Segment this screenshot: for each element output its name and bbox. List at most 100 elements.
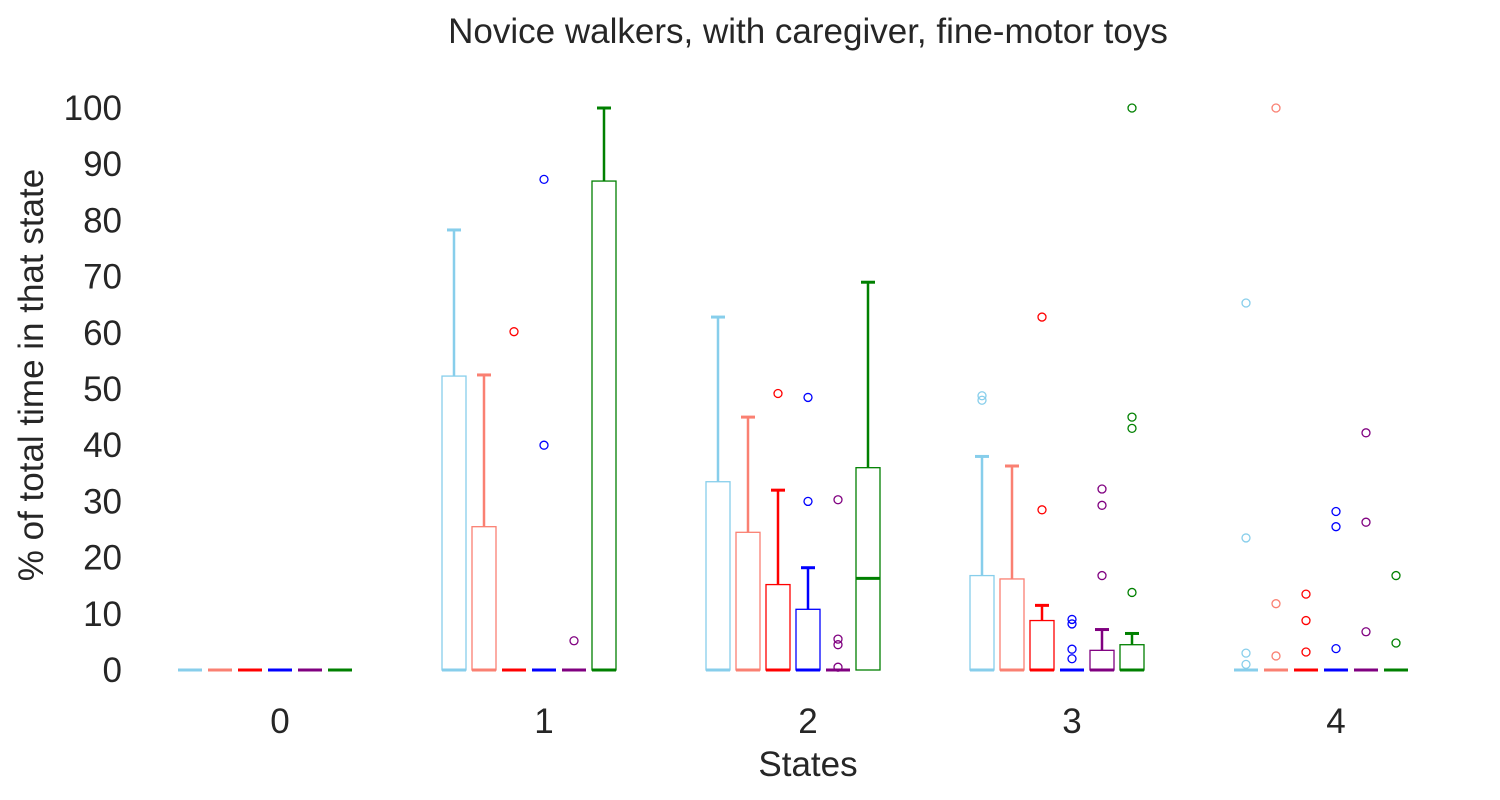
y-axis-label: % of total time in that state: [12, 169, 51, 581]
box: [826, 495, 850, 672]
box: [591, 106, 617, 672]
box-body: [1089, 649, 1115, 671]
x-tick-label: 1: [534, 702, 553, 741]
box: [1294, 589, 1318, 672]
x-tick-label: 3: [1062, 702, 1081, 741]
box: [999, 464, 1025, 672]
box: [795, 392, 821, 672]
box-body: [795, 608, 821, 671]
box-body: [765, 583, 791, 671]
box: [969, 391, 995, 672]
box: [1264, 103, 1288, 672]
outlier-point: [1067, 654, 1077, 664]
outlier-point: [1271, 651, 1281, 661]
box: [855, 280, 881, 671]
outlier-point: [1241, 298, 1251, 308]
chart-title: Novice walkers, with caregiver, fine-mot…: [448, 12, 1168, 51]
box: [562, 636, 586, 672]
outlier-point: [569, 636, 579, 646]
box: [471, 373, 497, 672]
y-tick-label: 20: [83, 539, 122, 578]
y-tick-label: 0: [103, 651, 122, 690]
box: [1119, 103, 1145, 672]
outlier-point: [509, 327, 519, 337]
box: [502, 327, 526, 672]
box-body: [969, 574, 995, 671]
y-tick-label: 30: [83, 482, 122, 521]
outlier-point: [977, 391, 987, 401]
box-body: [441, 375, 467, 671]
plot-area: [178, 103, 1408, 672]
outlier-point: [539, 174, 549, 185]
y-tick-label: 60: [83, 314, 122, 353]
box: [1324, 506, 1348, 672]
outlier-point: [1361, 428, 1371, 438]
outlier-point: [1241, 659, 1251, 670]
y-tick-label: 10: [83, 595, 122, 634]
box-body: [999, 578, 1025, 671]
outlier-point: [1391, 570, 1401, 581]
outlier-point: [1097, 500, 1107, 510]
outlier-point: [1361, 627, 1371, 637]
box: [441, 228, 467, 672]
x-tick-label: 2: [798, 702, 817, 741]
outlier-point: [833, 495, 843, 505]
outlier-point: [1037, 505, 1047, 515]
outlier-point: [1067, 614, 1077, 625]
outlier-point: [1127, 587, 1137, 598]
x-axis-label: States: [758, 745, 857, 784]
y-tick-label: 100: [64, 89, 122, 128]
y-tick-label: 90: [83, 145, 122, 184]
box-body: [471, 526, 497, 671]
outlier-point: [1271, 103, 1281, 113]
outlier-point: [1331, 506, 1341, 517]
outlier-point: [1391, 638, 1401, 648]
outlier-point: [833, 634, 843, 644]
outlier-point: [1067, 644, 1077, 654]
box-body: [1119, 644, 1145, 671]
box: [1029, 312, 1055, 672]
box: [1060, 614, 1084, 672]
outlier-point: [539, 440, 549, 450]
box-body: [855, 467, 881, 671]
outlier-point: [1301, 615, 1311, 626]
outlier-point: [803, 392, 813, 403]
x-tick-label: 4: [1326, 702, 1345, 741]
box: [532, 174, 556, 672]
outlier-point: [1241, 648, 1251, 658]
box-body: [1029, 619, 1055, 671]
outlier-point: [1097, 570, 1107, 581]
outlier-point: [1127, 412, 1137, 422]
outlier-point: [833, 640, 843, 650]
y-axis-ticks: 0 10 20 30 40 50 60 70 80 90 100: [64, 89, 122, 690]
y-tick-label: 40: [83, 426, 122, 465]
box-body: [735, 531, 761, 671]
outlier-point: [977, 395, 987, 405]
outlier-point: [833, 662, 843, 672]
outlier-point: [1241, 533, 1251, 543]
box: [1384, 570, 1408, 672]
box: [705, 315, 731, 672]
box: [765, 388, 791, 672]
y-tick-label: 50: [83, 370, 122, 409]
outlier-point: [1301, 589, 1311, 599]
box: [1089, 484, 1115, 672]
outlier-point: [1361, 517, 1371, 527]
y-tick-label: 70: [83, 258, 122, 297]
outlier-point: [1127, 103, 1137, 113]
x-axis-ticks: 0 1 2 3 4: [270, 702, 1345, 741]
outlier-point: [1097, 484, 1107, 494]
box-body: [705, 481, 731, 671]
y-tick-label: 80: [83, 201, 122, 240]
outlier-point: [1331, 522, 1341, 532]
outlier-point: [803, 496, 813, 507]
box-body: [591, 180, 617, 671]
outlier-point: [1067, 619, 1077, 629]
outlier-point: [1271, 599, 1281, 609]
box: [735, 415, 761, 672]
outlier-point: [1127, 423, 1137, 433]
outlier-point: [773, 388, 783, 399]
x-tick-label: 0: [270, 702, 289, 741]
box: [1234, 298, 1258, 672]
